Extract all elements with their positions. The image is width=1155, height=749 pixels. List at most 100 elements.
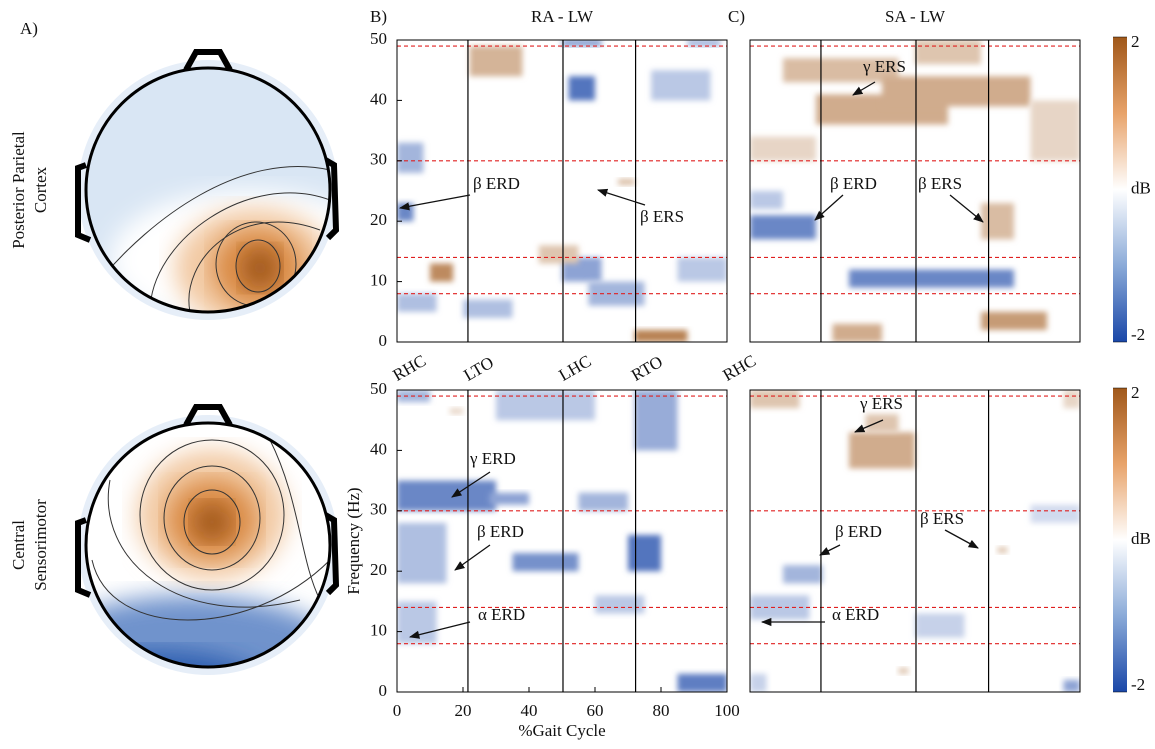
annotation-arrow (408, 621, 471, 639)
colorbar-tick-label: -2 (1131, 325, 1145, 344)
heatmap-cell (750, 191, 783, 210)
annotation-arrow (949, 194, 984, 223)
annotation-arrow (854, 419, 884, 433)
annotation: γ ERD (469, 449, 516, 468)
row-label-line: Central (9, 520, 28, 570)
colorbar-tick-label: 2 (1131, 383, 1140, 402)
heatmap-cell (496, 390, 595, 421)
heatmap-cell (397, 601, 437, 644)
heatmap-cell (489, 492, 529, 505)
heatmap-cell (865, 414, 899, 433)
ear (75, 517, 92, 598)
gait-event-label: RTO (628, 352, 666, 385)
y-tick-label: 40 (370, 89, 387, 108)
annotation: α ERD (832, 605, 879, 624)
row-label-line: Sensorimotor (31, 499, 50, 591)
x-tick-label: 60 (587, 701, 604, 720)
heatmap-cell (1030, 100, 1080, 161)
annotation-arrow (819, 544, 841, 556)
head-map (75, 49, 340, 320)
heatmap-cell (1030, 504, 1080, 523)
heatmap-cell (849, 432, 915, 469)
heatmap-cell (1063, 390, 1080, 409)
panel-title: SA - LW (885, 7, 946, 26)
heatmap-cell (469, 46, 523, 77)
heatmap-cell (783, 58, 899, 83)
heatmap-cell (449, 408, 463, 415)
heatmap-cell (677, 257, 727, 282)
y-tick-label: 30 (370, 500, 387, 519)
colorbar-label: dB (1131, 178, 1151, 197)
heatmap-cell (750, 673, 767, 692)
y-tick-label: 0 (379, 681, 388, 700)
annotation: γ ERS (859, 394, 903, 413)
heatmap-cell (397, 293, 437, 312)
heatmap-cell (618, 178, 635, 185)
gait-event-label: LHC (555, 351, 594, 384)
x-tick-label: 80 (653, 701, 670, 720)
panel-label: C) (728, 7, 745, 26)
row-label: Central Sensorimotor (9, 499, 50, 591)
panel-label: A) (20, 19, 38, 38)
gait-event-label: LTO (460, 353, 497, 385)
annotation: β ERD (473, 174, 520, 193)
heatmap-cell (915, 613, 965, 638)
annotation-arrow (454, 544, 491, 571)
row-label-line: Posterior Parietal (9, 131, 28, 249)
heatmap-cell (397, 480, 496, 511)
heatmap-cell (568, 76, 595, 101)
heatmap-cell (463, 299, 513, 318)
nose (183, 404, 233, 427)
heatmap-cell (981, 311, 1047, 330)
heatmap-cell (634, 390, 678, 451)
heatmap-cell (750, 136, 816, 161)
y-tick-label: 20 (370, 560, 387, 579)
annotation: β ERD (477, 522, 524, 541)
annotation: β ERD (830, 174, 877, 193)
heatmap-panel (750, 40, 1080, 342)
panel-title: RA - LW (531, 7, 594, 26)
heatmap-cell (898, 667, 909, 674)
x-tick-label: 20 (455, 701, 472, 720)
annotation: β ERS (918, 174, 962, 193)
y-tick-label: 20 (370, 210, 387, 229)
heatmap-cell (397, 142, 424, 173)
heatmap-cell (677, 673, 727, 692)
heatmap-cell (687, 40, 721, 47)
panel-frame (749, 39, 1081, 343)
y-tick-label: 50 (370, 379, 387, 398)
heatmap-cell (832, 323, 882, 342)
y-tick-label: 0 (379, 331, 388, 350)
y-tick-label: 10 (370, 271, 387, 290)
x-tick-label: 100 (714, 701, 740, 720)
annotation: α ERD (478, 605, 525, 624)
heatmap-panel (750, 390, 1080, 692)
heatmap-cell (915, 40, 981, 65)
heatmap-cell (538, 245, 579, 264)
heatmap-cell (783, 565, 823, 584)
heatmap-cell (750, 390, 800, 409)
nose (183, 49, 233, 72)
heatmap-panel (397, 390, 727, 692)
x-axis-label: %Gait Cycle (518, 721, 605, 740)
heatmap-panel (397, 40, 727, 342)
panel-frame (396, 389, 728, 693)
heatmap-cell (430, 263, 454, 282)
heatmap-cell (849, 269, 1014, 288)
gait-event-label: RHC (719, 351, 759, 385)
heatmap-cell (750, 215, 816, 240)
heatmap-cell (651, 70, 711, 101)
y-axis-label: Frequency (Hz) (344, 487, 363, 594)
annotation: β ERD (835, 522, 882, 541)
colorbar-label: dB (1131, 529, 1151, 548)
colorbar-tick-label: -2 (1131, 675, 1145, 694)
panel-frame (749, 389, 1081, 693)
heatmap-cell (1063, 679, 1080, 692)
heatmap-cell (997, 547, 1008, 554)
annotation: γ ERS (862, 57, 906, 76)
colorbar (1113, 37, 1127, 342)
y-tick-label: 50 (370, 29, 387, 48)
gait-event-label: RHC (389, 351, 429, 385)
